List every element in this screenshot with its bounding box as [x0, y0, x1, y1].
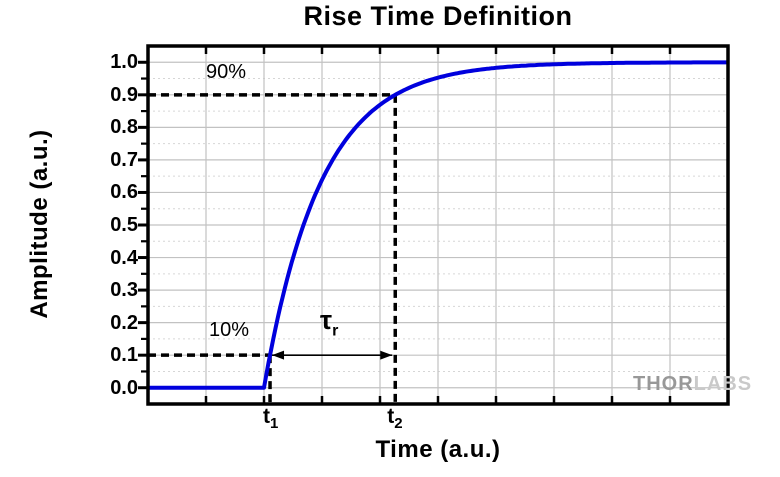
reference-dashed-lines: [148, 93, 398, 404]
arrowhead-right: [380, 350, 393, 360]
watermark-labs: LABS: [693, 373, 753, 395]
y-tick-label: 0.2: [110, 311, 138, 334]
y-tick-label: 0.3: [110, 279, 138, 302]
axis-ticks: [138, 47, 672, 403]
y-tick-label: 0.1: [110, 344, 138, 367]
y-tick-label: 0.0: [110, 376, 138, 399]
y-tick-label: 0.5: [110, 214, 138, 236]
signal-curve: [148, 60, 728, 390]
t2-base: t: [387, 405, 395, 428]
t1-axis-label: t1: [263, 405, 278, 432]
arrowhead-left: [272, 350, 285, 360]
tau-symbol: τ: [320, 305, 333, 335]
y-tick-label: 0.8: [110, 116, 138, 139]
plot-frame: [146, 44, 730, 406]
y-tick-label: 0.4: [110, 246, 138, 269]
y-tick-label: 0.6: [110, 181, 138, 204]
watermark-thor: THOR: [633, 373, 694, 395]
label-90-percent: 90%: [206, 61, 247, 83]
grid-major: [148, 46, 728, 404]
y-tick-label: 0.9: [110, 83, 138, 106]
t1-base: t: [263, 405, 271, 428]
t2-axis-label: t2: [387, 405, 402, 432]
x-axis-title: Time (a.u.): [375, 436, 501, 463]
t2-subscript: 2: [394, 415, 403, 433]
y-tick-label: 1.0: [110, 51, 138, 74]
label-10-percent: 10%: [209, 319, 250, 341]
tau-subscript: r: [332, 322, 339, 340]
rise-time-tau-label: τr: [320, 305, 338, 340]
t1-subscript: 1: [270, 415, 279, 433]
thorlabs-watermark: THORLABS: [633, 373, 752, 396]
y-tick-label: 0.7: [110, 148, 138, 171]
chart-title: Rise Time Definition: [303, 1, 573, 31]
rise-time-arrow: [272, 350, 393, 360]
